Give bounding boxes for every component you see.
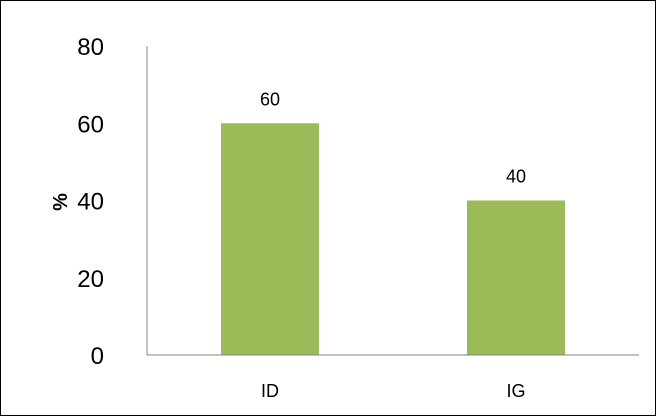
x-tick-label-ig: IG xyxy=(506,381,525,401)
data-labels: 60 40 xyxy=(260,89,526,186)
bars xyxy=(221,123,565,355)
y-tick-labels: 0 20 40 60 80 xyxy=(77,34,104,370)
x-tick-label-id: ID xyxy=(261,381,279,401)
y-tick-label: 80 xyxy=(77,34,104,61)
data-label-id: 60 xyxy=(260,89,280,109)
y-tick-label: 20 xyxy=(77,266,104,293)
y-tick-label: 40 xyxy=(77,189,104,216)
y-tick-label: 0 xyxy=(91,343,104,370)
y-tick-label: 60 xyxy=(77,111,104,138)
bar-id xyxy=(221,123,319,355)
bar-ig xyxy=(467,200,565,355)
x-tick-labels: ID IG xyxy=(261,381,526,401)
y-axis-label: % xyxy=(50,193,72,211)
data-label-ig: 40 xyxy=(506,167,526,187)
